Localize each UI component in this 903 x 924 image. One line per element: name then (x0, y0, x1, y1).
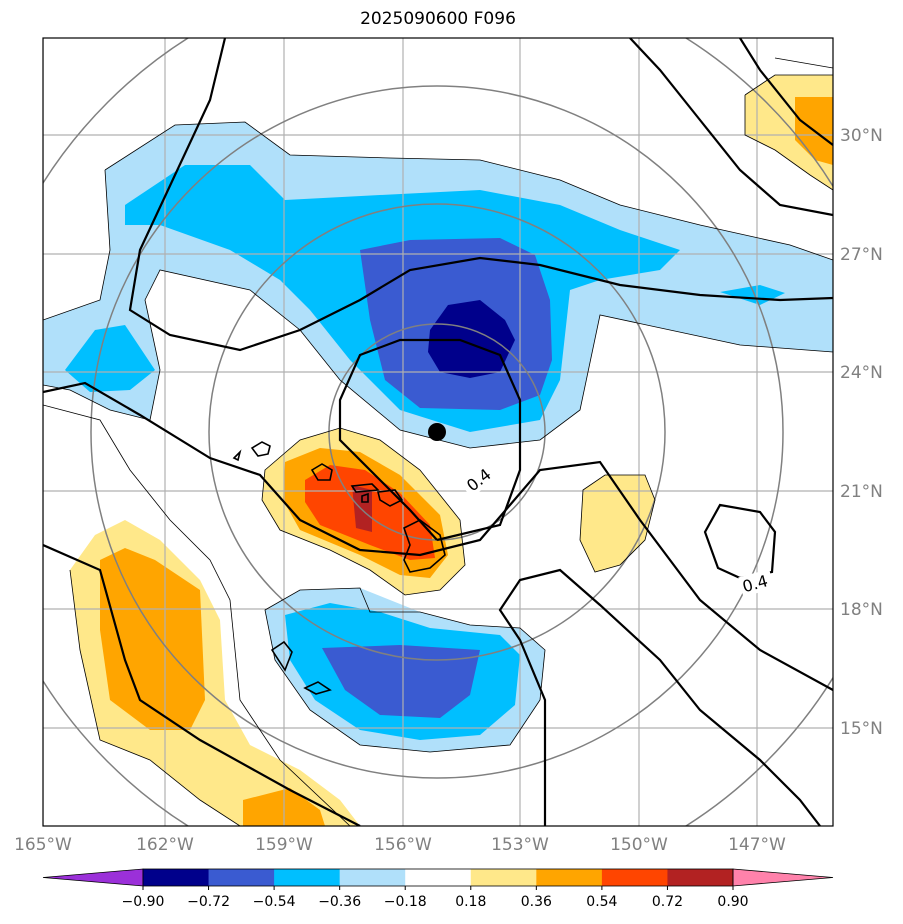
shade-royal-blue-south (322, 645, 480, 718)
island-oahu (310, 463, 333, 481)
lon-label-162: 162°W (136, 835, 194, 855)
colorbar-tick-label: 0.54 (586, 894, 617, 910)
storm-center-dot (428, 423, 446, 441)
shade-yellow-east (580, 475, 655, 572)
island-maui (377, 489, 404, 507)
contour-label-2: 0.4 (740, 571, 770, 596)
island-lanai (361, 492, 369, 503)
lat-label-18: 18°N (840, 600, 883, 620)
lon-label-165: 165°W (14, 835, 72, 855)
map-border (42, 37, 834, 827)
colorbar: −0.90 −0.72 −0.54 −0.36 −0.18 0.18 0.36 0.54 0.7… (42, 868, 834, 910)
colorbar-segment (405, 869, 472, 886)
colorbar-segment (601, 869, 668, 886)
lat-label-21: 21°N (840, 482, 883, 502)
map-title: 2025090600 F096 (360, 9, 516, 29)
longitude-labels: 165°W 162°W 159°W 156°W 153°W 150°W 147°… (14, 835, 786, 855)
lon-label-153: 153°W (491, 835, 549, 855)
colorbar-tick-label: −0.54 (253, 894, 296, 910)
lat-label-30: 30°N (840, 126, 883, 146)
contour-label-bg-1 (459, 462, 497, 498)
thin-contours (43, 57, 833, 826)
colorbar-segment (536, 869, 603, 886)
lat-label-15: 15°N (840, 719, 883, 739)
lon-label-156: 156°W (374, 835, 432, 855)
colorbar-outline (142, 868, 734, 887)
map-plot-area: 0.4 0.4 (43, 38, 833, 826)
thick-contours (43, 38, 833, 826)
colorbar-tick-label: 0.72 (652, 894, 683, 910)
lon-label-159: 159°W (255, 835, 313, 855)
lat-label-27: 27°N (840, 245, 883, 265)
latitude-labels: 30°N 27°N 24°N 21°N 18°N 15°N (840, 126, 883, 739)
colorbar-extend-low (42, 868, 144, 887)
island-sw-1 (270, 640, 293, 672)
lat-label-24: 24°N (840, 363, 883, 383)
range-rings (43, 38, 833, 826)
colorbar-segment (470, 869, 537, 886)
colorbar-tick-label: −0.36 (318, 894, 361, 910)
colorbar-segment (667, 869, 734, 886)
shade-darkred-center (352, 485, 372, 532)
lon-label-147: 147°W (728, 835, 786, 855)
lon-label-150: 150°W (610, 835, 668, 855)
contour-label-bg-2 (738, 569, 775, 597)
colorbar-segment (274, 869, 341, 886)
colorbar-segment (339, 869, 406, 886)
island-niihau (232, 449, 242, 462)
colorbar-tick-label: −0.72 (187, 894, 230, 910)
island-hawaii (403, 519, 446, 573)
shade-orange-southwest (100, 548, 205, 730)
colorbar-segment (208, 869, 275, 886)
colorbar-tick-label: 0.18 (455, 894, 486, 910)
gridlines (43, 38, 833, 826)
colorbar-tick-label: −0.90 (122, 894, 165, 910)
colorbar-segment (143, 869, 210, 886)
island-molokai (350, 483, 380, 493)
island-sw-2 (303, 681, 332, 695)
colorbar-tick-label: −0.18 (384, 894, 427, 910)
shade-navy-core (428, 300, 515, 378)
hawaiian-islands (232, 441, 446, 695)
shade-blue-west (65, 325, 155, 392)
colorbar-tick-label: 0.90 (717, 894, 748, 910)
colorbar-extend-high (732, 868, 834, 887)
colorbar-tick-label: 0.36 (521, 894, 552, 910)
island-kauai (250, 441, 271, 457)
